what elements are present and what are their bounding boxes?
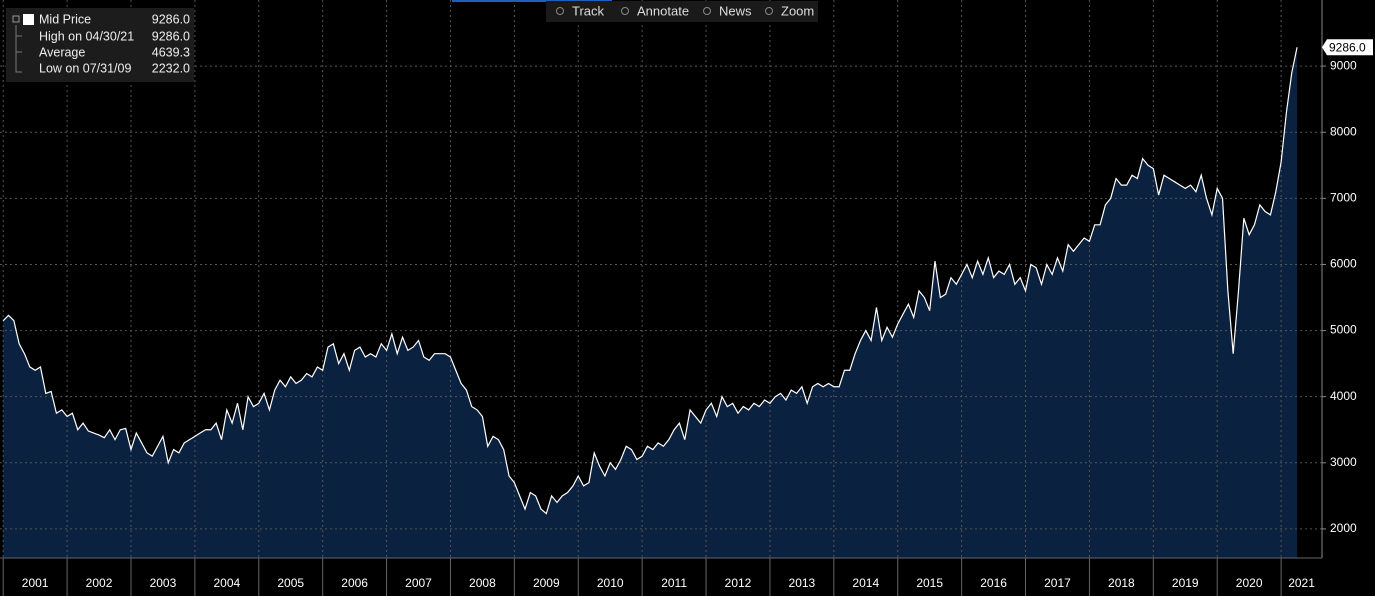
x-tick-label: 2003 xyxy=(150,576,177,590)
legend-label: Mid Price xyxy=(39,12,91,26)
toolbar-bg xyxy=(546,1,818,22)
x-tick-label: 2006 xyxy=(341,576,368,590)
x-tick-label: 2002 xyxy=(86,576,113,590)
legend-swatch xyxy=(23,14,34,25)
x-tick-label: 2004 xyxy=(213,576,240,590)
toolbar-icon xyxy=(621,7,629,15)
toolbar: Track Annotate News Zoom xyxy=(546,1,818,22)
x-tick-label: 2005 xyxy=(277,576,304,590)
y-tick-label: 8000 xyxy=(1330,124,1357,138)
y-tick-label: 6000 xyxy=(1330,257,1357,271)
toolbar-button[interactable]: Track xyxy=(572,3,605,18)
last-price-label: 9286.0 xyxy=(1329,40,1366,54)
legend-stat-label: Average xyxy=(39,45,85,59)
y-tick-label: 3000 xyxy=(1330,455,1357,469)
legend-tree xyxy=(15,25,22,73)
toolbar-button[interactable]: Annotate xyxy=(637,3,689,18)
x-tick-label: 2011 xyxy=(661,576,687,590)
toolbar-icon xyxy=(765,7,773,15)
x-tick-label: 2015 xyxy=(916,576,943,590)
x-tick-label: 2010 xyxy=(597,576,624,590)
legend-value: 9286.0 xyxy=(152,12,190,26)
legend-bg xyxy=(6,8,194,82)
plot-area xyxy=(0,0,1322,559)
toolbar-icon xyxy=(556,7,564,15)
x-tick-label: 2012 xyxy=(725,576,752,590)
y-tick-label: 9000 xyxy=(1330,58,1357,72)
legend: Mid Price 9286.0 High on 04/30/21 9286.0 A… xyxy=(6,8,194,82)
x-tick-label: 2017 xyxy=(1044,576,1071,590)
top-accent xyxy=(452,0,612,2)
x-tick-label: 2009 xyxy=(533,576,560,590)
x-tick-label: 2007 xyxy=(405,576,432,590)
toolbar-button[interactable]: Zoom xyxy=(781,3,814,18)
toolbar-icon xyxy=(703,7,711,15)
legend-stat-value: 9286.0 xyxy=(152,29,190,43)
legend-stat-label: Low on 07/31/09 xyxy=(39,61,131,75)
y-tick-label: 5000 xyxy=(1330,323,1357,337)
legend-stat-value: 4639.3 xyxy=(152,45,190,59)
x-tick-label: 2019 xyxy=(1172,576,1199,590)
x-tick-label: 2018 xyxy=(1108,576,1135,590)
toolbar-button[interactable]: News xyxy=(719,3,752,18)
x-tick-label: 2008 xyxy=(469,576,496,590)
x-tick-label: 2014 xyxy=(852,576,879,590)
x-tick-label: 2001 xyxy=(22,576,49,590)
x-tick-label: 2016 xyxy=(980,576,1007,590)
last-price-pointer xyxy=(1322,39,1373,56)
y-tick-label: 7000 xyxy=(1330,191,1357,205)
x-tick-label: 2013 xyxy=(789,576,816,590)
legend-collapse xyxy=(12,15,20,23)
x-tick-label: 2021 xyxy=(1288,576,1315,590)
y-tick-label: 4000 xyxy=(1330,389,1357,403)
y-tick-label: 2000 xyxy=(1330,521,1357,535)
area-fill xyxy=(3,47,1298,559)
price-line xyxy=(2,47,1298,515)
legend-stat-label: High on 04/30/21 xyxy=(39,29,134,43)
legend-stat-value: 2232.0 xyxy=(152,61,190,75)
x-tick-label: 2020 xyxy=(1236,576,1263,590)
